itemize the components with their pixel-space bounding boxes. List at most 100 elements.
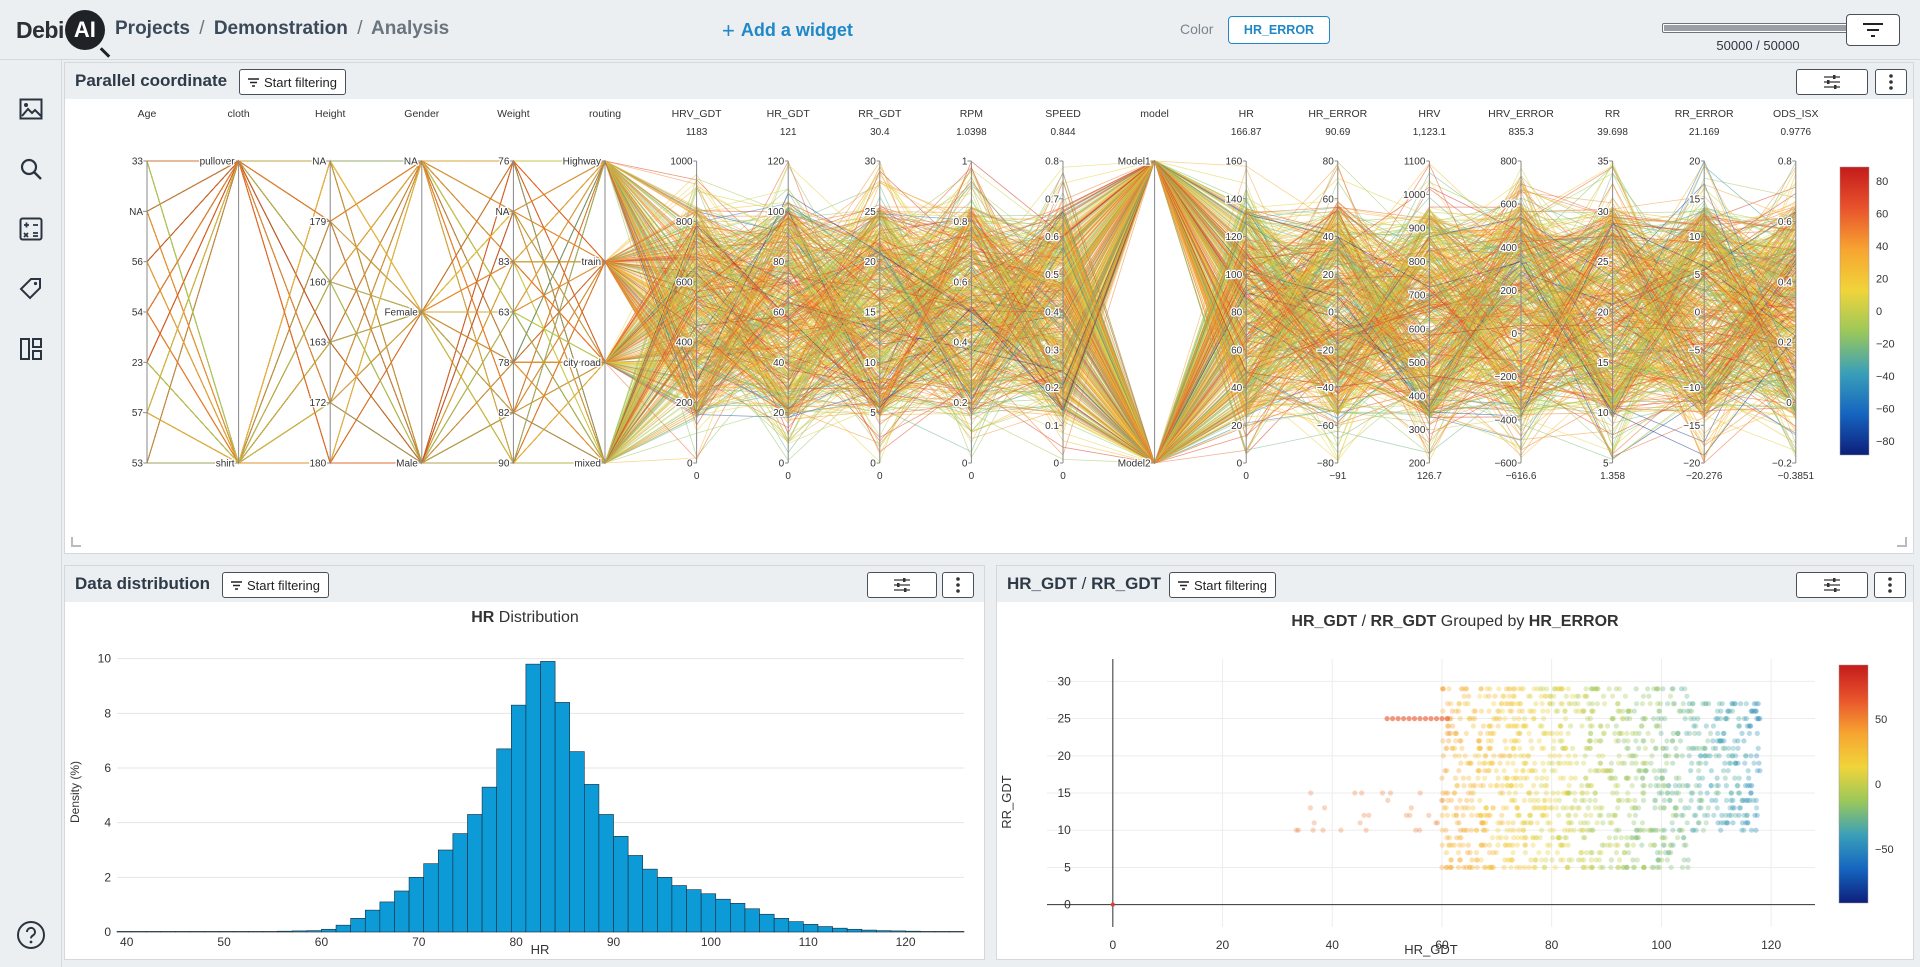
scatter-point — [1624, 835, 1630, 841]
scatter-point — [1499, 753, 1506, 759]
scatter-point — [1543, 857, 1549, 863]
scatter-point — [1710, 738, 1716, 744]
color-selector-button[interactable]: HR_ERROR — [1228, 16, 1330, 44]
dashboard-icon[interactable] — [16, 334, 46, 364]
scatter-point — [1666, 753, 1672, 759]
scatter-point — [1749, 708, 1755, 714]
scatter-point — [1639, 820, 1646, 826]
scatter-point — [1746, 775, 1752, 781]
scatter-point — [1684, 820, 1690, 826]
widget-more-button[interactable] — [942, 572, 974, 598]
scatter-point — [1516, 827, 1522, 833]
scatter-point — [1675, 835, 1681, 841]
scatter-point — [1727, 708, 1733, 714]
scatter-point — [1598, 738, 1604, 744]
widget-settings-button[interactable] — [1796, 69, 1868, 95]
resize-corner-right[interactable] — [1897, 537, 1907, 547]
scatter-point — [1588, 850, 1594, 856]
scatter-point — [1744, 723, 1750, 729]
scatter-point — [1741, 738, 1747, 744]
scatter-point — [1502, 775, 1508, 781]
scatter-point — [1357, 820, 1363, 826]
histogram-bar — [700, 893, 717, 933]
scatter-point — [1715, 790, 1721, 796]
scatter-point — [1615, 842, 1621, 848]
add-widget-button[interactable]: + Add a widget — [722, 18, 853, 44]
scatter-point — [1679, 827, 1685, 833]
scatter-point — [1653, 723, 1659, 729]
scatter-point — [1547, 842, 1553, 848]
widget-more-button[interactable] — [1874, 572, 1906, 598]
parallel-coordinate-plot[interactable]: Age33NA5654235753clothpullovershirtHeigh… — [65, 99, 1913, 554]
breadcrumb-projects[interactable]: Projects — [115, 18, 190, 39]
scatter-point — [1478, 820, 1485, 826]
scatter-point — [1406, 716, 1412, 722]
scatter-point — [1547, 827, 1553, 833]
widget-more-button[interactable] — [1875, 69, 1907, 95]
histogram-bar — [861, 929, 877, 933]
scatter-point — [1457, 857, 1463, 863]
scatter-point — [1550, 835, 1556, 841]
scatter-point — [1482, 842, 1488, 848]
debiai-logo[interactable]: Debi AI — [16, 10, 105, 50]
help-icon[interactable] — [16, 920, 46, 950]
scatter-point — [1620, 864, 1626, 870]
scatter-point — [1625, 842, 1631, 848]
scatter-point — [1743, 701, 1749, 707]
search-icon[interactable] — [16, 154, 46, 184]
scatter-point — [1733, 760, 1739, 766]
scatter-point — [1439, 716, 1445, 722]
scatter-point — [1652, 797, 1659, 803]
scatter-point — [1512, 797, 1518, 803]
sliders-icon — [1824, 75, 1840, 89]
scatter-point — [1563, 693, 1569, 699]
scatter-point — [1615, 864, 1621, 870]
scatter-point — [1633, 835, 1639, 841]
scatter-point — [1508, 723, 1514, 729]
scatter-point — [1727, 805, 1733, 811]
scatter-point — [1506, 693, 1512, 699]
histogram-bar — [248, 931, 264, 933]
scatter-point — [1698, 753, 1704, 759]
scatter-point — [1594, 701, 1600, 707]
scatter-point — [1445, 790, 1451, 796]
axis-title: HR_GDT — [767, 108, 811, 120]
scatter-point — [1553, 708, 1559, 714]
axis-title: routing — [589, 108, 621, 120]
scatter-point — [1500, 820, 1506, 826]
scatter-point — [1691, 827, 1697, 833]
scatter-point — [1445, 723, 1452, 729]
filters-menu-button[interactable] — [1846, 14, 1900, 46]
scatter-point — [1556, 835, 1562, 841]
axis-title: HRV — [1418, 108, 1440, 120]
widget-settings-button[interactable] — [867, 572, 937, 598]
calculator-icon[interactable] — [16, 214, 46, 244]
scatter-point — [1444, 768, 1450, 774]
scatter-point — [1587, 745, 1593, 751]
tag-icon[interactable] — [16, 274, 46, 304]
scatter-point — [1520, 686, 1526, 692]
breadcrumb-project[interactable]: Demonstration — [213, 18, 348, 39]
scatter-point — [1484, 686, 1490, 692]
scatter-point — [1495, 723, 1501, 729]
scatter-point — [1477, 797, 1483, 803]
scatter-point — [1746, 723, 1752, 729]
start-filtering-button[interactable]: Start filtering — [239, 69, 346, 95]
histogram-bar — [145, 931, 162, 933]
scatter-point — [1720, 768, 1727, 774]
widget-settings-button[interactable] — [1796, 572, 1868, 598]
axis-tick-label: city road — [563, 358, 601, 369]
resize-corner-left[interactable] — [71, 537, 81, 547]
start-filtering-button[interactable]: Start filtering — [222, 572, 329, 598]
scatter-point — [1523, 723, 1529, 729]
scatter-point — [1524, 775, 1530, 781]
scatter-point — [1718, 738, 1724, 744]
image-icon[interactable] — [16, 94, 46, 124]
scatter-point — [1511, 716, 1517, 722]
scatter-point — [1538, 693, 1544, 699]
scatter-point — [1539, 701, 1545, 707]
x-tick-label: 90 — [607, 935, 621, 949]
start-filtering-button[interactable]: Start filtering — [1169, 572, 1276, 598]
